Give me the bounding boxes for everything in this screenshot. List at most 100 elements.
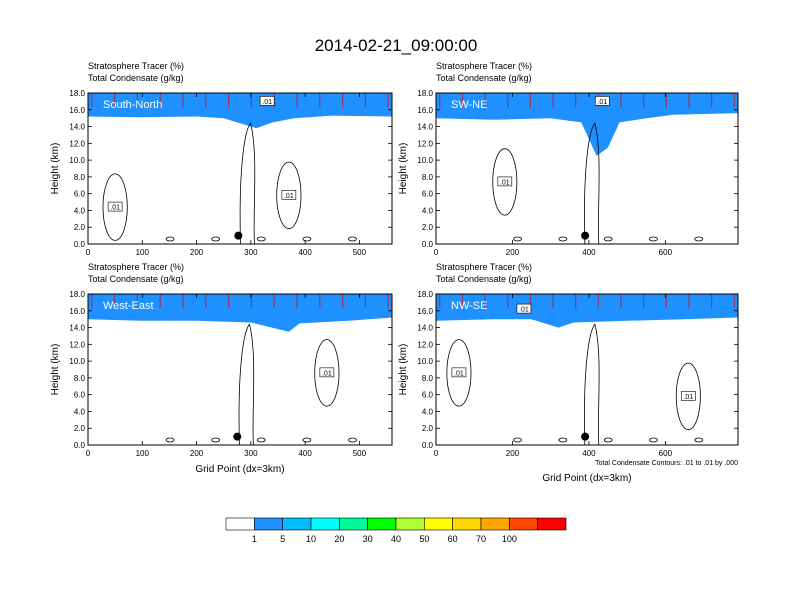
colorbar-swatch xyxy=(480,517,510,531)
y-tick-label: 4.0 xyxy=(422,407,434,416)
x-tick-label: 200 xyxy=(506,449,520,458)
panel-west-east: .01 West-East Stratosphere Tracer (%) Total… xyxy=(50,262,393,475)
condensate-contour xyxy=(584,323,600,445)
condensate-contour xyxy=(302,236,312,242)
colorbar-label: 70 xyxy=(476,534,486,544)
x-tick-label: 200 xyxy=(190,449,204,458)
y-axis-label: Height (km) xyxy=(398,344,409,396)
condensate-contour xyxy=(256,437,266,443)
y-tick-label: 14.0 xyxy=(69,324,85,333)
condensate-contour xyxy=(558,236,568,242)
panel-label: SW-NE xyxy=(451,99,487,111)
y-tick-label: 2.0 xyxy=(422,424,434,433)
y-tick-label: 2.0 xyxy=(74,223,86,232)
x-tick-label: 500 xyxy=(353,248,367,257)
contour-label-box xyxy=(594,96,610,106)
condensate-contour xyxy=(446,339,472,407)
y-axis-label: Height (km) xyxy=(398,143,409,195)
contour-label: .01 xyxy=(322,370,332,377)
x-tick-label: 400 xyxy=(298,248,312,257)
y-tick-label: 12.0 xyxy=(69,139,85,148)
x-tick-label: 0 xyxy=(434,248,439,257)
colorbar-label: 5 xyxy=(280,534,285,544)
colorbar-label: 10 xyxy=(306,534,316,544)
contour-label-box xyxy=(259,96,275,106)
location-marker xyxy=(581,231,590,240)
colorbar-label: 30 xyxy=(363,534,373,544)
contour-label-box xyxy=(516,303,532,314)
plot-frame xyxy=(87,293,393,446)
contour-note: Total Condensate Contours: .01 to .01 by… xyxy=(595,460,738,467)
colorbar-swatch xyxy=(452,517,482,531)
y-tick-label: 10.0 xyxy=(417,156,433,165)
colorbar-label: 60 xyxy=(448,534,458,544)
contour-label: .01 xyxy=(454,370,464,377)
tracer-band xyxy=(88,294,392,332)
colorbar-swatch xyxy=(395,517,425,531)
y-tick-label: 14.0 xyxy=(417,324,433,333)
y-tick-label: 8.0 xyxy=(74,173,86,182)
colorbar-swatch xyxy=(367,517,397,531)
panel-label: South-North xyxy=(103,99,162,111)
colorbar-swatch xyxy=(254,517,283,531)
y-tick-label: 12.0 xyxy=(417,340,433,349)
y-tick-label: 16.0 xyxy=(417,307,433,316)
x-tick-label: 100 xyxy=(136,248,150,257)
condensate-contour xyxy=(211,437,221,443)
y-tick-label: 10.0 xyxy=(417,357,433,366)
panel-subtitle: Total Condensate (g/kg) xyxy=(88,274,184,284)
condensate-contour xyxy=(256,236,266,242)
y-tick-label: 14.0 xyxy=(417,123,433,132)
y-tick-label: 4.0 xyxy=(74,407,86,416)
y-tick-label: 14.0 xyxy=(69,123,85,132)
condensate-contour xyxy=(603,236,613,242)
figure-title: 2014-02-21_09:00:00 xyxy=(315,36,478,55)
tracer-band xyxy=(436,93,738,156)
tracer-band xyxy=(436,294,738,328)
y-tick-label: 8.0 xyxy=(422,173,434,182)
contour-label-box xyxy=(497,176,513,187)
y-tick-label: 2.0 xyxy=(74,424,86,433)
panel-label: West-East xyxy=(103,300,154,312)
location-marker xyxy=(233,432,242,441)
colorbar-swatch xyxy=(424,517,453,531)
contour-label-box xyxy=(281,190,297,200)
panel-south-north: .01 .01 .01 South-North Stratosphere Tracer … xyxy=(50,61,393,257)
condensate-contour xyxy=(492,148,518,216)
condensate-contour xyxy=(211,236,221,242)
y-tick-label: 16.0 xyxy=(69,307,85,316)
y-tick-label: 10.0 xyxy=(69,156,85,165)
colorbar-label: 1 xyxy=(252,534,257,544)
plot-frame xyxy=(87,92,393,245)
y-tick-label: 10.0 xyxy=(69,357,85,366)
contour-label: .01 xyxy=(500,179,510,186)
y-axis-label: Height (km) xyxy=(50,344,61,396)
x-axis-label: Grid Point (dx=3km) xyxy=(195,464,284,475)
contour-label: .01 xyxy=(110,205,120,212)
contour-label-box xyxy=(451,367,467,378)
condensate-contour xyxy=(513,437,522,443)
y-tick-label: 0.0 xyxy=(74,240,86,249)
condensate-contour xyxy=(694,236,704,242)
y-tick-label: 18.0 xyxy=(69,290,85,299)
x-tick-label: 100 xyxy=(136,449,150,458)
condensate-contour xyxy=(165,236,175,242)
x-tick-label: 0 xyxy=(86,248,91,257)
x-axis-label: Grid Point (dx=3km) xyxy=(542,473,631,484)
x-tick-label: 0 xyxy=(86,449,91,458)
y-axis-label: Height (km) xyxy=(50,143,61,195)
condensate-contour xyxy=(603,437,613,443)
panel-subtitle: Total Condensate (g/kg) xyxy=(88,73,184,83)
condensate-contour xyxy=(239,122,256,244)
y-tick-label: 18.0 xyxy=(417,290,433,299)
colorbar-swatch xyxy=(339,517,368,531)
condensate-contour xyxy=(348,236,357,242)
y-tick-label: 12.0 xyxy=(69,340,85,349)
x-tick-label: 200 xyxy=(190,248,204,257)
panel-nw-se: .01 .01 .01 NW-SE Stratosphere Tracer (%) Tot… xyxy=(398,262,739,484)
colorbar-swatch xyxy=(225,517,255,531)
x-tick-label: 0 xyxy=(434,449,439,458)
y-tick-label: 18.0 xyxy=(69,89,85,98)
condensate-contour xyxy=(165,437,175,443)
